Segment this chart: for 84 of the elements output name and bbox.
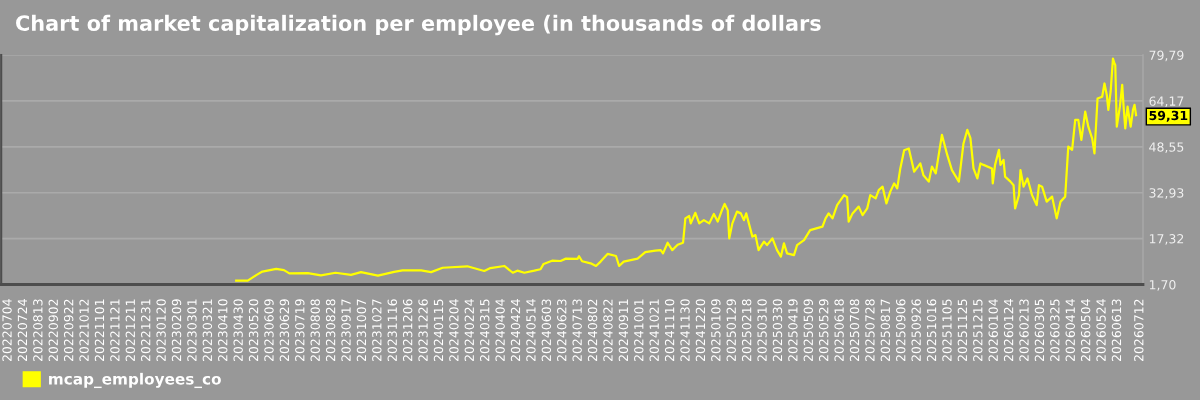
x-tick-label: 20250109 [711,299,721,362]
x-tick-label: 20220902 [48,299,58,362]
x-tick-label: 20240822 [603,299,613,362]
x-tick-label: 20241021 [649,299,659,362]
x-tick-label: 20230120 [156,299,166,362]
x-tick-label: 20230301 [187,299,197,362]
x-tick-label: 20241130 [680,299,690,362]
x-tick-label: 20260213 [1019,299,1029,362]
x-tick-label: 20240115 [433,299,444,362]
legend-label: mcap_employees_co [49,372,221,389]
x-tick-label: 20240713 [572,299,582,362]
x-tick-label: 20230828 [325,299,336,362]
x-tick-label: 20250906 [896,299,906,362]
x-tick-label: 20241110 [664,299,675,362]
x-tick-label: 20221012 [79,299,89,362]
x-tick-label: 20260414 [1065,299,1075,362]
x-tick-label: 20230209 [171,299,182,362]
x-tick-label: 20250419 [788,299,798,362]
x-tick-label: 20221101 [94,299,105,362]
x-tick-label: 20230719 [295,299,305,362]
x-tick-label: 20250509 [803,299,814,362]
x-tick-label: 20241220 [695,299,706,362]
x-tick-label: 20230410 [218,299,228,362]
x-tick-label: 20250330 [772,299,783,362]
x-tick-label: 20260104 [988,299,998,362]
x-tick-label: 20260325 [1050,299,1060,362]
x-tick-label: 20250618 [834,299,844,362]
x-tick-label: 20230609 [264,299,274,362]
x-tick-label: 20230917 [341,299,351,362]
x-tick-label: 20251215 [973,299,983,362]
y-tick-label: 17,32 [1149,234,1184,245]
x-tick-label: 20241001 [634,299,644,362]
x-tick-label: 20231116 [387,299,397,362]
x-tick-label: 20230808 [310,299,320,362]
x-tick-label: 20221211 [125,299,136,362]
annotation: 59,31 [1149,110,1188,122]
x-tick-label: 20250728 [865,299,875,362]
x-tick-label: 20240623 [557,299,567,362]
x-tick-label: 20240911 [618,299,629,362]
x-tick-label: 20250129 [726,299,736,362]
x-tick-label: 20240224 [464,299,475,362]
x-tick-label: 20250218 [741,299,752,362]
x-tick-label: 20230321 [202,299,213,362]
line-series [235,57,1138,282]
x-tick-label: 20240603 [541,299,552,362]
x-tick-label: 20220813 [33,299,43,362]
x-tick-label: 20231007 [356,299,367,362]
x-tick-label: 20231027 [372,299,382,362]
x-tick-label: 20240204 [449,299,459,362]
x-tick-label: 20260613 [1111,299,1122,362]
x-tick-label: 20230520 [248,299,259,362]
x-tick-label: 20251016 [926,299,937,362]
x-tick-label: 20251105 [942,299,952,362]
x-tick-label: 20240404 [495,299,505,362]
x-tick-label: 20250926 [911,299,921,362]
x-tick-label: 20231206 [402,299,413,362]
x-tick-label: 20260712 [1134,299,1144,362]
x-tick-label: 20260124 [1003,299,1014,362]
x-tick-label: 20220724 [17,299,28,362]
y-tick-label: 48,55 [1149,142,1184,154]
x-tick-label: 20260524 [1096,299,1106,362]
chart-title: Chart of market capitalization per employee (in thousands of dollars [16,14,821,36]
x-tick-label: 20240315 [479,299,490,362]
x-tick-label: 20231226 [418,299,428,362]
x-tick-label: 20240424 [510,299,521,362]
x-tick-label: 20221231 [140,299,151,362]
x-tick-label: 20240802 [587,299,598,362]
x-tick-label: 20220704 [2,299,12,362]
x-tick-label: 20250529 [818,299,829,362]
y-tick-label: 32,93 [1149,188,1184,199]
x-tick-label: 20240514 [526,299,536,362]
y-tick-label: 1,70 [1149,279,1176,291]
x-tick-label: 20250708 [849,299,860,362]
y-tick-label: 79,79 [1149,50,1184,62]
x-tick-label: 20221121 [110,299,120,362]
y-tick-label: 64,17 [1149,96,1184,108]
x-tick-label: 20260305 [1034,299,1045,362]
x-tick-label: 20260504 [1080,299,1091,362]
x-tick-label: 20250817 [880,299,891,362]
x-tick-label: 20230629 [279,299,290,362]
x-tick-label: 20220922 [63,299,74,362]
x-tick-label: 20250310 [757,299,767,362]
x-tick-label: 20251125 [957,299,968,362]
x-tick-label: 20230430 [233,299,243,362]
